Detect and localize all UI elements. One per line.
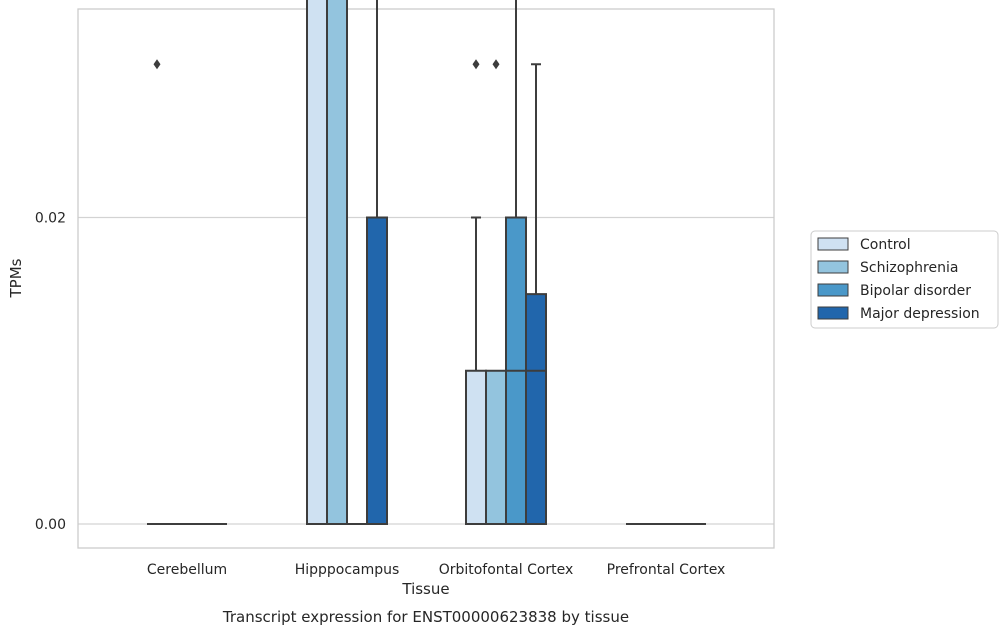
- box-body: [366, 216, 388, 525]
- legend-swatch: [817, 237, 849, 251]
- box-body: [306, 0, 328, 525]
- legend-label: Control: [860, 237, 911, 253]
- series-major-depression: [207, 0, 706, 525]
- box-series: [147, 0, 706, 525]
- outlier-point: [492, 59, 500, 70]
- box: [485, 59, 507, 525]
- series-schizophrenia: [167, 0, 666, 525]
- legend-label: Bipolar disorder: [860, 283, 971, 299]
- box: [505, 0, 527, 525]
- box-body: [465, 369, 487, 525]
- box: [525, 63, 547, 525]
- x-axis-title: Tissue: [401, 580, 449, 598]
- series-control: [147, 0, 646, 525]
- legend-swatch: [817, 260, 849, 274]
- legend-label: Major depression: [860, 306, 980, 322]
- legend-swatch: [817, 283, 849, 297]
- legend: Control Schizophrenia Bipolar disorder Majo…: [810, 230, 999, 329]
- x-tick-label: Hipppocampus: [295, 562, 400, 578]
- box: [147, 59, 167, 525]
- y-axis-title: TPMs: [7, 258, 25, 298]
- box-body: [525, 293, 547, 525]
- box: [366, 0, 388, 525]
- plot-area-frame: [77, 8, 775, 549]
- x-axis-ticks: Cerebellum Hipppocampus Orbitofontal Corte…: [147, 562, 725, 578]
- legend-label: Schizophrenia: [860, 260, 958, 276]
- box: [326, 0, 348, 525]
- y-axis-ticks: 0.000.020.040.060.080.100.120.140.16: [35, 211, 66, 534]
- box-body: [326, 0, 348, 525]
- series-bipolar-disorder: [187, 0, 686, 525]
- gridlines: [78, 216, 774, 525]
- box: [465, 59, 487, 525]
- legend-swatch: [817, 306, 849, 320]
- box: [306, 0, 328, 525]
- figure-caption: Transcript expression for ENST0000062383…: [222, 608, 629, 626]
- x-tick-label: Cerebellum: [147, 562, 227, 578]
- box: [347, 523, 367, 525]
- box-body: [485, 369, 507, 525]
- outlier-point: [153, 59, 161, 70]
- y-tick-label: 0.00: [35, 517, 66, 533]
- legend-frame: [810, 230, 999, 329]
- x-tick-label: Orbitofontal Cortex: [439, 562, 574, 578]
- x-tick-label: Prefrontal Cortex: [607, 562, 726, 578]
- box: [187, 523, 207, 525]
- y-tick-label: 0.02: [35, 211, 66, 227]
- outlier-point: [472, 59, 480, 70]
